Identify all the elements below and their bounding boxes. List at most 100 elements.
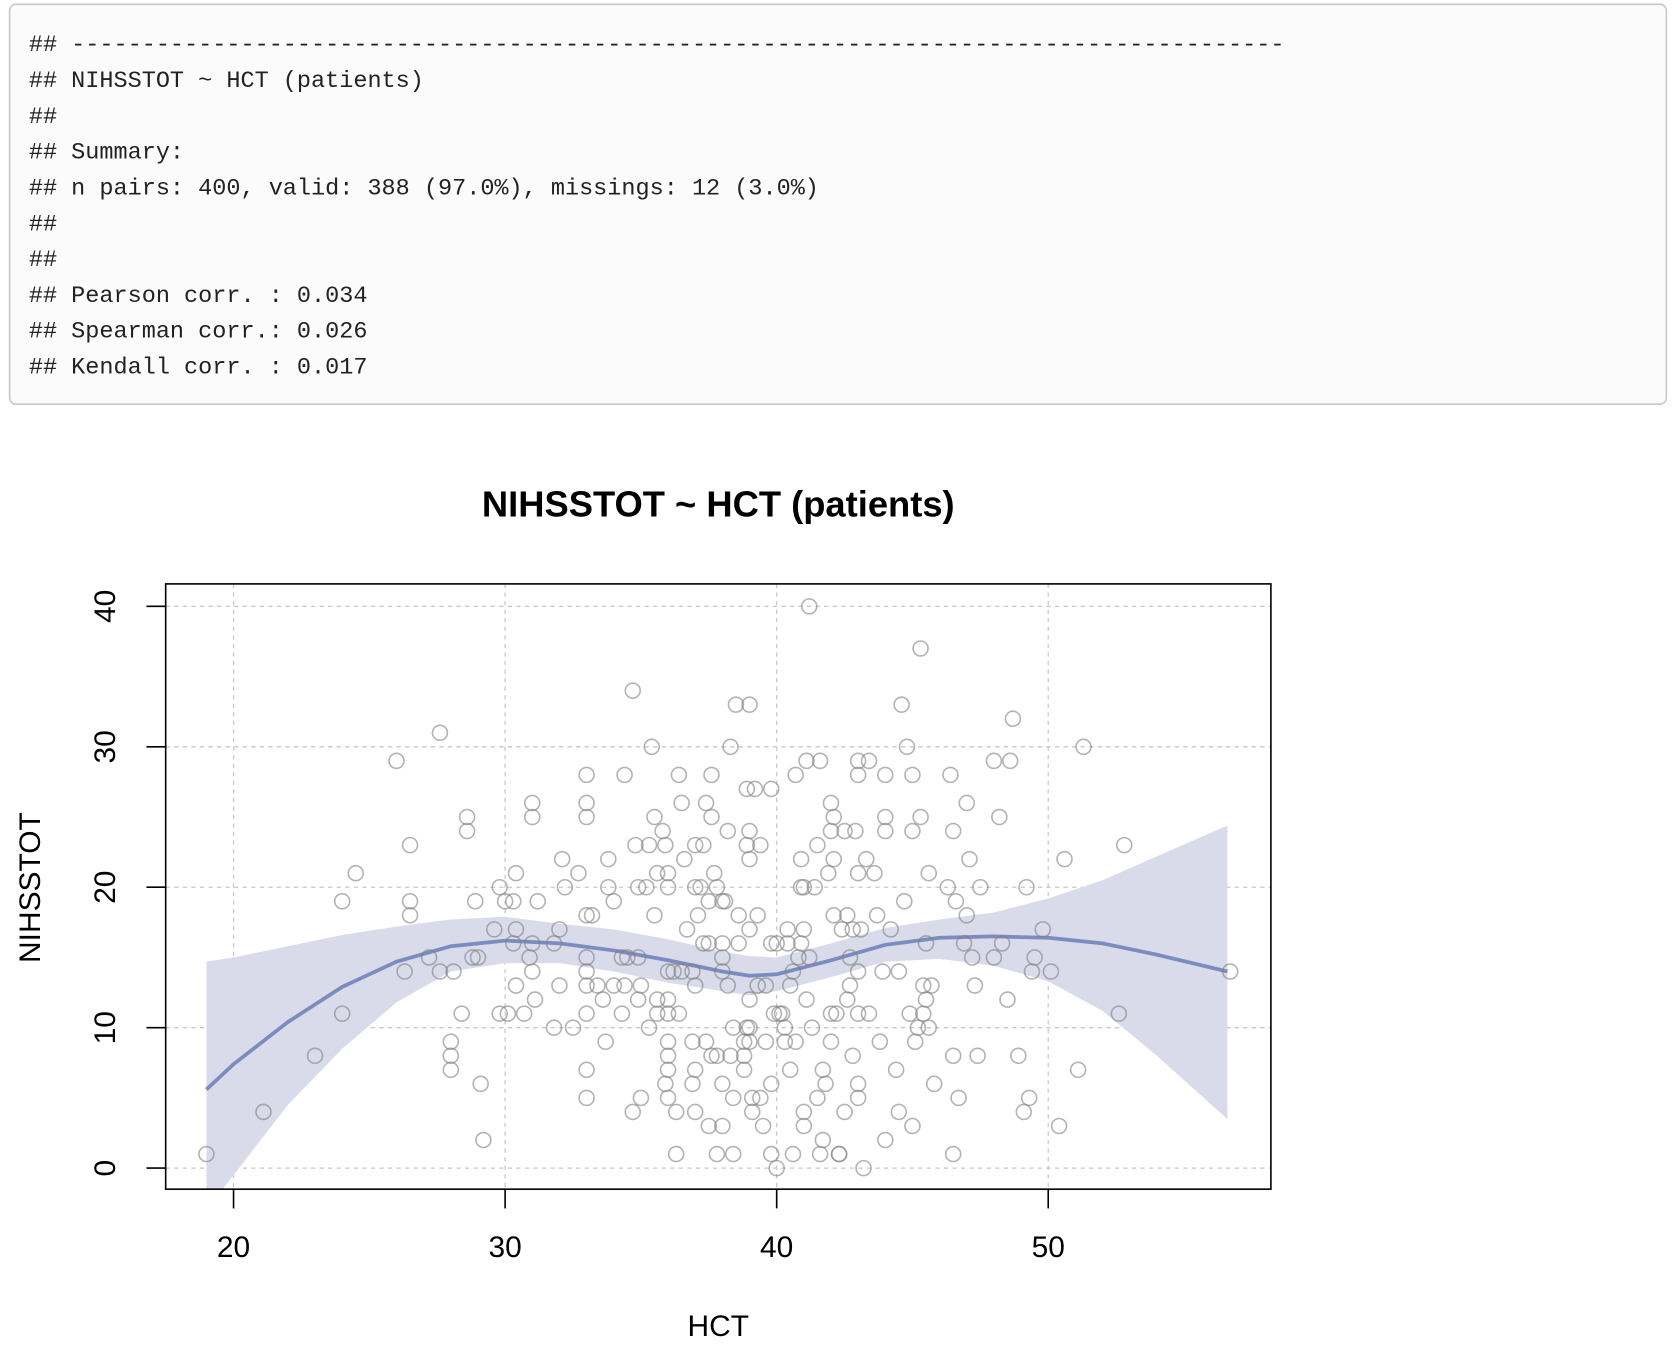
- console-line: ##: [29, 211, 57, 238]
- point: [849, 766, 867, 784]
- point: [803, 1019, 821, 1036]
- point: [526, 991, 544, 1008]
- point: [809, 1089, 826, 1107]
- point: [458, 822, 476, 840]
- point: [589, 977, 606, 994]
- point: [1034, 921, 1052, 938]
- point: [1115, 836, 1133, 854]
- point: [564, 1019, 582, 1036]
- point: [578, 794, 595, 812]
- point: [969, 1047, 986, 1065]
- point: [915, 1005, 932, 1022]
- point: [551, 977, 568, 994]
- point: [388, 752, 405, 770]
- point: [999, 991, 1016, 1008]
- point: [657, 836, 674, 854]
- point: [901, 1005, 919, 1022]
- point: [882, 921, 900, 938]
- point: [787, 766, 804, 784]
- point: [491, 1005, 508, 1022]
- point: [752, 1089, 769, 1107]
- point: [442, 1033, 460, 1051]
- point: [556, 878, 574, 896]
- point: [898, 738, 916, 756]
- point: [703, 808, 720, 826]
- point: [632, 977, 650, 994]
- point: [944, 1145, 962, 1163]
- point: [646, 808, 663, 826]
- point: [695, 935, 712, 952]
- point: [906, 1033, 924, 1051]
- point: [504, 892, 522, 910]
- point: [659, 1089, 677, 1107]
- point: [719, 977, 737, 994]
- point: [795, 1117, 813, 1135]
- point: [600, 850, 617, 868]
- y-tick-label: 40: [89, 590, 122, 623]
- point: [1010, 1047, 1027, 1065]
- point: [648, 864, 666, 882]
- point: [654, 822, 671, 840]
- point: [724, 1089, 742, 1107]
- point: [822, 794, 840, 812]
- point: [811, 1145, 829, 1163]
- point: [401, 836, 419, 854]
- point: [904, 766, 921, 784]
- point: [795, 1103, 813, 1121]
- point: [689, 907, 707, 924]
- point: [686, 1103, 704, 1121]
- point: [697, 1033, 715, 1051]
- point: [757, 977, 775, 994]
- console-box: [8, 3, 1668, 406]
- point: [442, 1047, 460, 1065]
- point: [684, 1033, 701, 1051]
- point: [632, 1089, 650, 1107]
- point: [469, 949, 487, 966]
- point: [613, 949, 631, 966]
- point: [613, 1005, 631, 1022]
- point: [714, 1117, 731, 1135]
- point: [507, 977, 525, 994]
- point: [972, 878, 989, 896]
- point: [640, 1019, 658, 1036]
- point: [800, 598, 818, 615]
- point: [944, 1047, 962, 1065]
- console-line: ## Kendall corr. : 0.017: [29, 355, 368, 382]
- point: [659, 878, 677, 896]
- point: [841, 977, 859, 994]
- point: [600, 878, 617, 896]
- plot-frame: [164, 583, 1272, 1190]
- point: [849, 1005, 867, 1022]
- point: [849, 963, 867, 980]
- point: [1069, 1061, 1087, 1079]
- plot: 20 30 40 50 0 10 20 30 40: [89, 583, 1272, 1264]
- point: [657, 1075, 674, 1093]
- point: [947, 892, 965, 910]
- point: [420, 949, 438, 966]
- point: [627, 836, 644, 854]
- point: [762, 935, 780, 952]
- point: [871, 1033, 889, 1051]
- point: [727, 696, 745, 713]
- point: [714, 949, 731, 966]
- point: [950, 1089, 967, 1107]
- point: [985, 752, 1003, 770]
- point: [836, 1103, 853, 1121]
- point: [722, 738, 739, 756]
- point: [616, 766, 633, 784]
- point: [877, 1131, 894, 1149]
- point: [401, 907, 419, 924]
- point: [958, 907, 976, 924]
- point: [877, 808, 894, 826]
- point: [822, 1005, 840, 1022]
- point: [670, 766, 688, 784]
- console-line: ## n pairs: 400, valid: 388 (97.0%), mis…: [29, 175, 819, 202]
- point: [624, 1103, 642, 1121]
- point: [445, 963, 462, 980]
- point: [686, 836, 704, 854]
- point: [665, 963, 682, 980]
- point: [966, 977, 984, 994]
- point: [762, 780, 780, 798]
- point: [570, 864, 587, 882]
